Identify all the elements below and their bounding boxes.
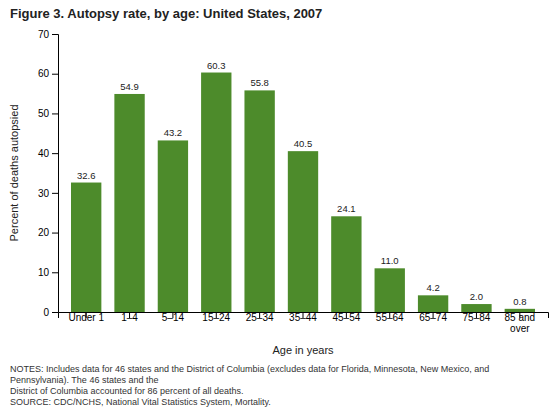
- x-tick: 75–84: [463, 312, 491, 323]
- x-tick-label: 35–44: [289, 312, 317, 323]
- x-tick: Under 1: [68, 312, 104, 323]
- x-tick-label: 25–34: [246, 312, 274, 323]
- bar: [158, 140, 188, 312]
- x-tick-label: 1–4: [121, 312, 138, 323]
- x-tick-label-line: 5–14: [162, 312, 185, 323]
- bar: [71, 183, 101, 312]
- y-tick: 0: [43, 307, 58, 318]
- x-tick-label-line: 85 and: [505, 312, 536, 323]
- x-tick-label: 75–84: [463, 312, 491, 323]
- y-tick-label: 50: [38, 108, 50, 119]
- data-label: 40.5: [294, 138, 313, 149]
- data-label: 54.9: [120, 81, 139, 92]
- y-tick-mark: [52, 153, 58, 154]
- x-tick-label-line: 1–4: [121, 312, 138, 323]
- x-tick-label-line: 55–64: [376, 312, 404, 323]
- x-tick: 55–64: [376, 312, 404, 323]
- y-tick-label: 0: [43, 307, 49, 318]
- x-tick-label-line: 75–84: [463, 312, 491, 323]
- y-tick-mark: [52, 113, 58, 114]
- data-label: 0.8: [513, 296, 526, 307]
- x-tick: 1–4: [121, 312, 138, 323]
- x-tick: 35–44: [289, 312, 317, 323]
- x-tick-label-line: over: [510, 323, 530, 334]
- note-line: NOTES: Includes data for 46 states and t…: [10, 364, 489, 374]
- bar: [375, 268, 405, 312]
- y-axis-title: Percent of deaths autopsied: [8, 105, 20, 242]
- x-tick-label: 45–54: [332, 312, 360, 323]
- y-tick-mark: [52, 312, 58, 313]
- y-tick: 10: [38, 267, 58, 278]
- data-label: 43.2: [164, 127, 183, 138]
- data-label: 2.0: [470, 291, 483, 302]
- data-label: 4.2: [426, 282, 439, 293]
- notes: NOTES: Includes data for 46 states and t…: [10, 364, 489, 407]
- y-tick: 70: [38, 29, 58, 40]
- y-tick-mark: [52, 193, 58, 194]
- note-line: Pennsylvania). The 46 states and the: [10, 375, 158, 385]
- bars: [71, 73, 535, 312]
- y-tick-mark: [52, 233, 58, 234]
- y-tick: 40: [38, 148, 58, 159]
- y-tick-label: 60: [38, 68, 50, 79]
- y-axis-line: [52, 35, 59, 313]
- y-tick-label: 20: [38, 227, 50, 238]
- note: District of Columbia accounted for 86 pe…: [10, 386, 244, 396]
- x-tick-label-line: 15–24: [202, 312, 230, 323]
- plot: 0 10 20 30 40 50 60 70 Under 1 1–4 5–14 15–24 25–34 3…: [8, 29, 549, 356]
- x-tick-label: 85 andover: [505, 312, 536, 334]
- x-tick: 25–34: [246, 312, 274, 323]
- bar: [418, 295, 448, 312]
- x-tick: 65–74: [419, 312, 447, 323]
- y-axis: 0 10 20 30 40 50 60 70: [38, 29, 59, 318]
- x-tick: 45–54: [332, 312, 360, 323]
- y-tick: 30: [38, 188, 58, 199]
- bar: [461, 304, 491, 312]
- data-label: 11.0: [381, 255, 399, 266]
- chart-container: Figure 3. Autopsy rate, by age: United S…: [0, 0, 560, 412]
- y-tick-label: 30: [38, 188, 50, 199]
- x-axis-title: Age in years: [272, 344, 334, 356]
- x-tick-label-line: 65–74: [419, 312, 447, 323]
- note: SOURCE: CDC/NCHS, National Vital Statist…: [10, 397, 271, 407]
- data-labels: 32.6 54.9 43.2 60.3 55.8 40.5 24.1 11.0 4.2 2.0 0.…: [77, 60, 526, 307]
- data-label: 24.1: [337, 203, 356, 214]
- data-label: 60.3: [207, 60, 226, 71]
- y-tick-mark: [52, 272, 58, 273]
- x-tick-label-line: 25–34: [246, 312, 274, 323]
- x-tick-label: 15–24: [202, 312, 230, 323]
- note: NOTES: Includes data for 46 states and t…: [10, 364, 489, 385]
- y-tick-label: 40: [38, 148, 50, 159]
- data-label: 55.8: [250, 77, 268, 88]
- bar: [331, 216, 361, 312]
- bar: [288, 151, 318, 312]
- y-tick-mark: [52, 74, 58, 75]
- note-line: District of Columbia accounted for 86 pe…: [10, 386, 244, 396]
- x-tick-label: 5–14: [162, 312, 185, 323]
- bar: [244, 90, 274, 312]
- x-tick: 5–14: [162, 312, 185, 323]
- x-tick-label-line: 35–44: [289, 312, 317, 323]
- y-tick-label: 10: [38, 267, 50, 278]
- note-line: SOURCE: CDC/NCHS, National Vital Statist…: [10, 397, 271, 407]
- bar: [201, 73, 231, 312]
- x-tick-label: 65–74: [419, 312, 447, 323]
- chart-svg: Figure 3. Autopsy rate, by age: United S…: [0, 0, 560, 412]
- y-tick-label: 70: [38, 29, 50, 40]
- y-tick-mark: [52, 34, 58, 35]
- title: Figure 3. Autopsy rate, by age: United S…: [10, 6, 322, 21]
- data-label: 32.6: [77, 170, 96, 181]
- x-tick: 85 andover: [505, 312, 536, 334]
- x-tick-label: Under 1: [68, 312, 104, 323]
- bar: [114, 94, 144, 312]
- y-tick: 50: [38, 108, 58, 119]
- x-axis: Under 1 1–4 5–14 15–24 25–34 35–44 45–54 55–64 6…: [59, 312, 549, 334]
- y-tick: 60: [38, 68, 58, 79]
- x-tick-label-line: 45–54: [332, 312, 360, 323]
- x-tick-label: 55–64: [376, 312, 404, 323]
- y-tick: 20: [38, 227, 58, 238]
- x-tick: 15–24: [202, 312, 230, 323]
- x-tick-label-line: Under 1: [68, 312, 104, 323]
